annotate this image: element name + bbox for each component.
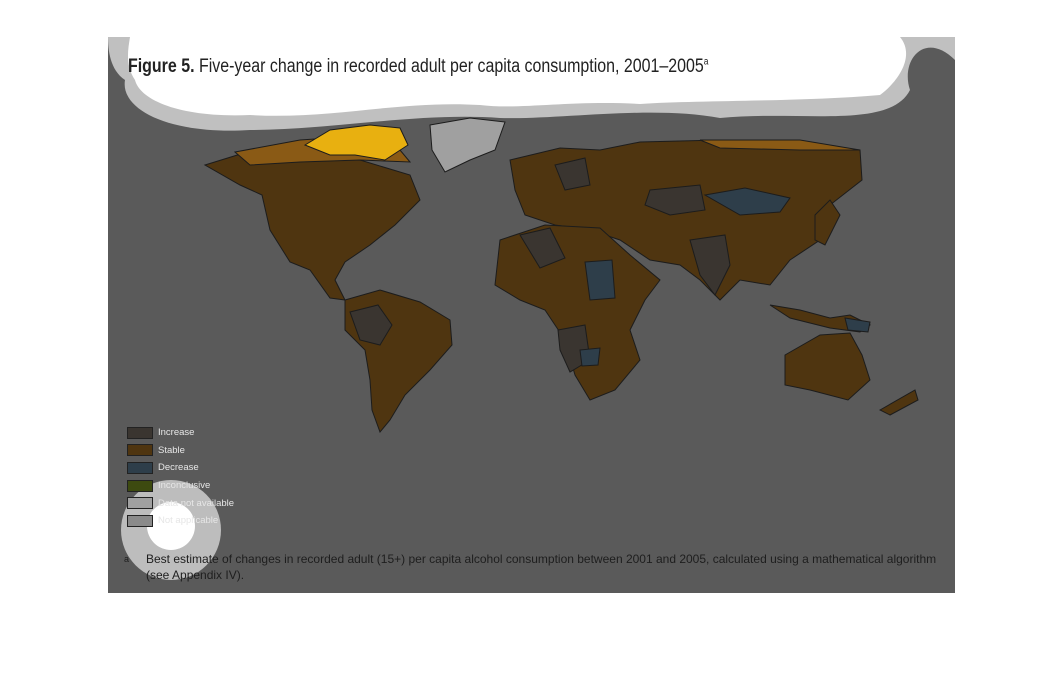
footnote-marker: a — [124, 554, 130, 564]
africa-increase — [519, 227, 566, 269]
legend-item: Stable — [127, 442, 234, 460]
legend-swatch — [127, 497, 153, 510]
legend-swatch — [127, 444, 153, 457]
figure-label: Figure 5. — [128, 56, 195, 77]
sa-increase — [349, 304, 393, 346]
legend-item: Not applicable — [127, 512, 234, 530]
indonesia — [769, 304, 871, 333]
legend-swatch — [127, 479, 153, 492]
title: Figure 5. Five-year change in recorded a… — [128, 56, 708, 78]
legend-label: Inconclusive — [158, 480, 211, 492]
legend-label: Increase — [158, 427, 195, 439]
legend-label: Data not available — [158, 497, 235, 509]
legend-item: Data not available — [127, 494, 234, 512]
title-note: a — [703, 56, 709, 68]
india — [689, 234, 731, 296]
figure-title: Five-year change in recorded adult per c… — [198, 56, 704, 77]
footnote-text: Best estimate of changes in recorded adu… — [146, 552, 937, 582]
png — [844, 317, 871, 333]
africa — [494, 224, 661, 401]
legend-label: Stable — [158, 444, 185, 456]
legend-item: Inconclusive — [127, 477, 234, 495]
australia — [784, 332, 871, 401]
canadian-arctic — [303, 124, 409, 161]
europe-increase — [554, 157, 591, 191]
footnote: a Best estimate of changes in recorded ad… — [124, 551, 944, 583]
japan — [814, 199, 841, 246]
legend-swatch — [127, 461, 153, 474]
land — [203, 117, 919, 433]
legend-swatch — [127, 514, 153, 527]
new-zealand — [878, 389, 919, 416]
greenland — [429, 117, 506, 173]
zambia — [579, 347, 601, 367]
central-asia — [644, 184, 706, 216]
siberian-coast — [699, 139, 861, 151]
legend-item: Increase — [127, 424, 234, 442]
marker-center — [147, 502, 195, 550]
legend-item: Decrease — [127, 459, 234, 477]
sudan — [584, 259, 616, 301]
cloud — [127, 37, 907, 116]
legend-label: Not applicable — [158, 515, 219, 527]
mongolia — [703, 187, 791, 216]
legend-swatch — [127, 426, 153, 439]
legend-label: Decrease — [158, 462, 199, 474]
legend: Increase Stable Decrease Inconclusive Data n… — [127, 424, 234, 530]
